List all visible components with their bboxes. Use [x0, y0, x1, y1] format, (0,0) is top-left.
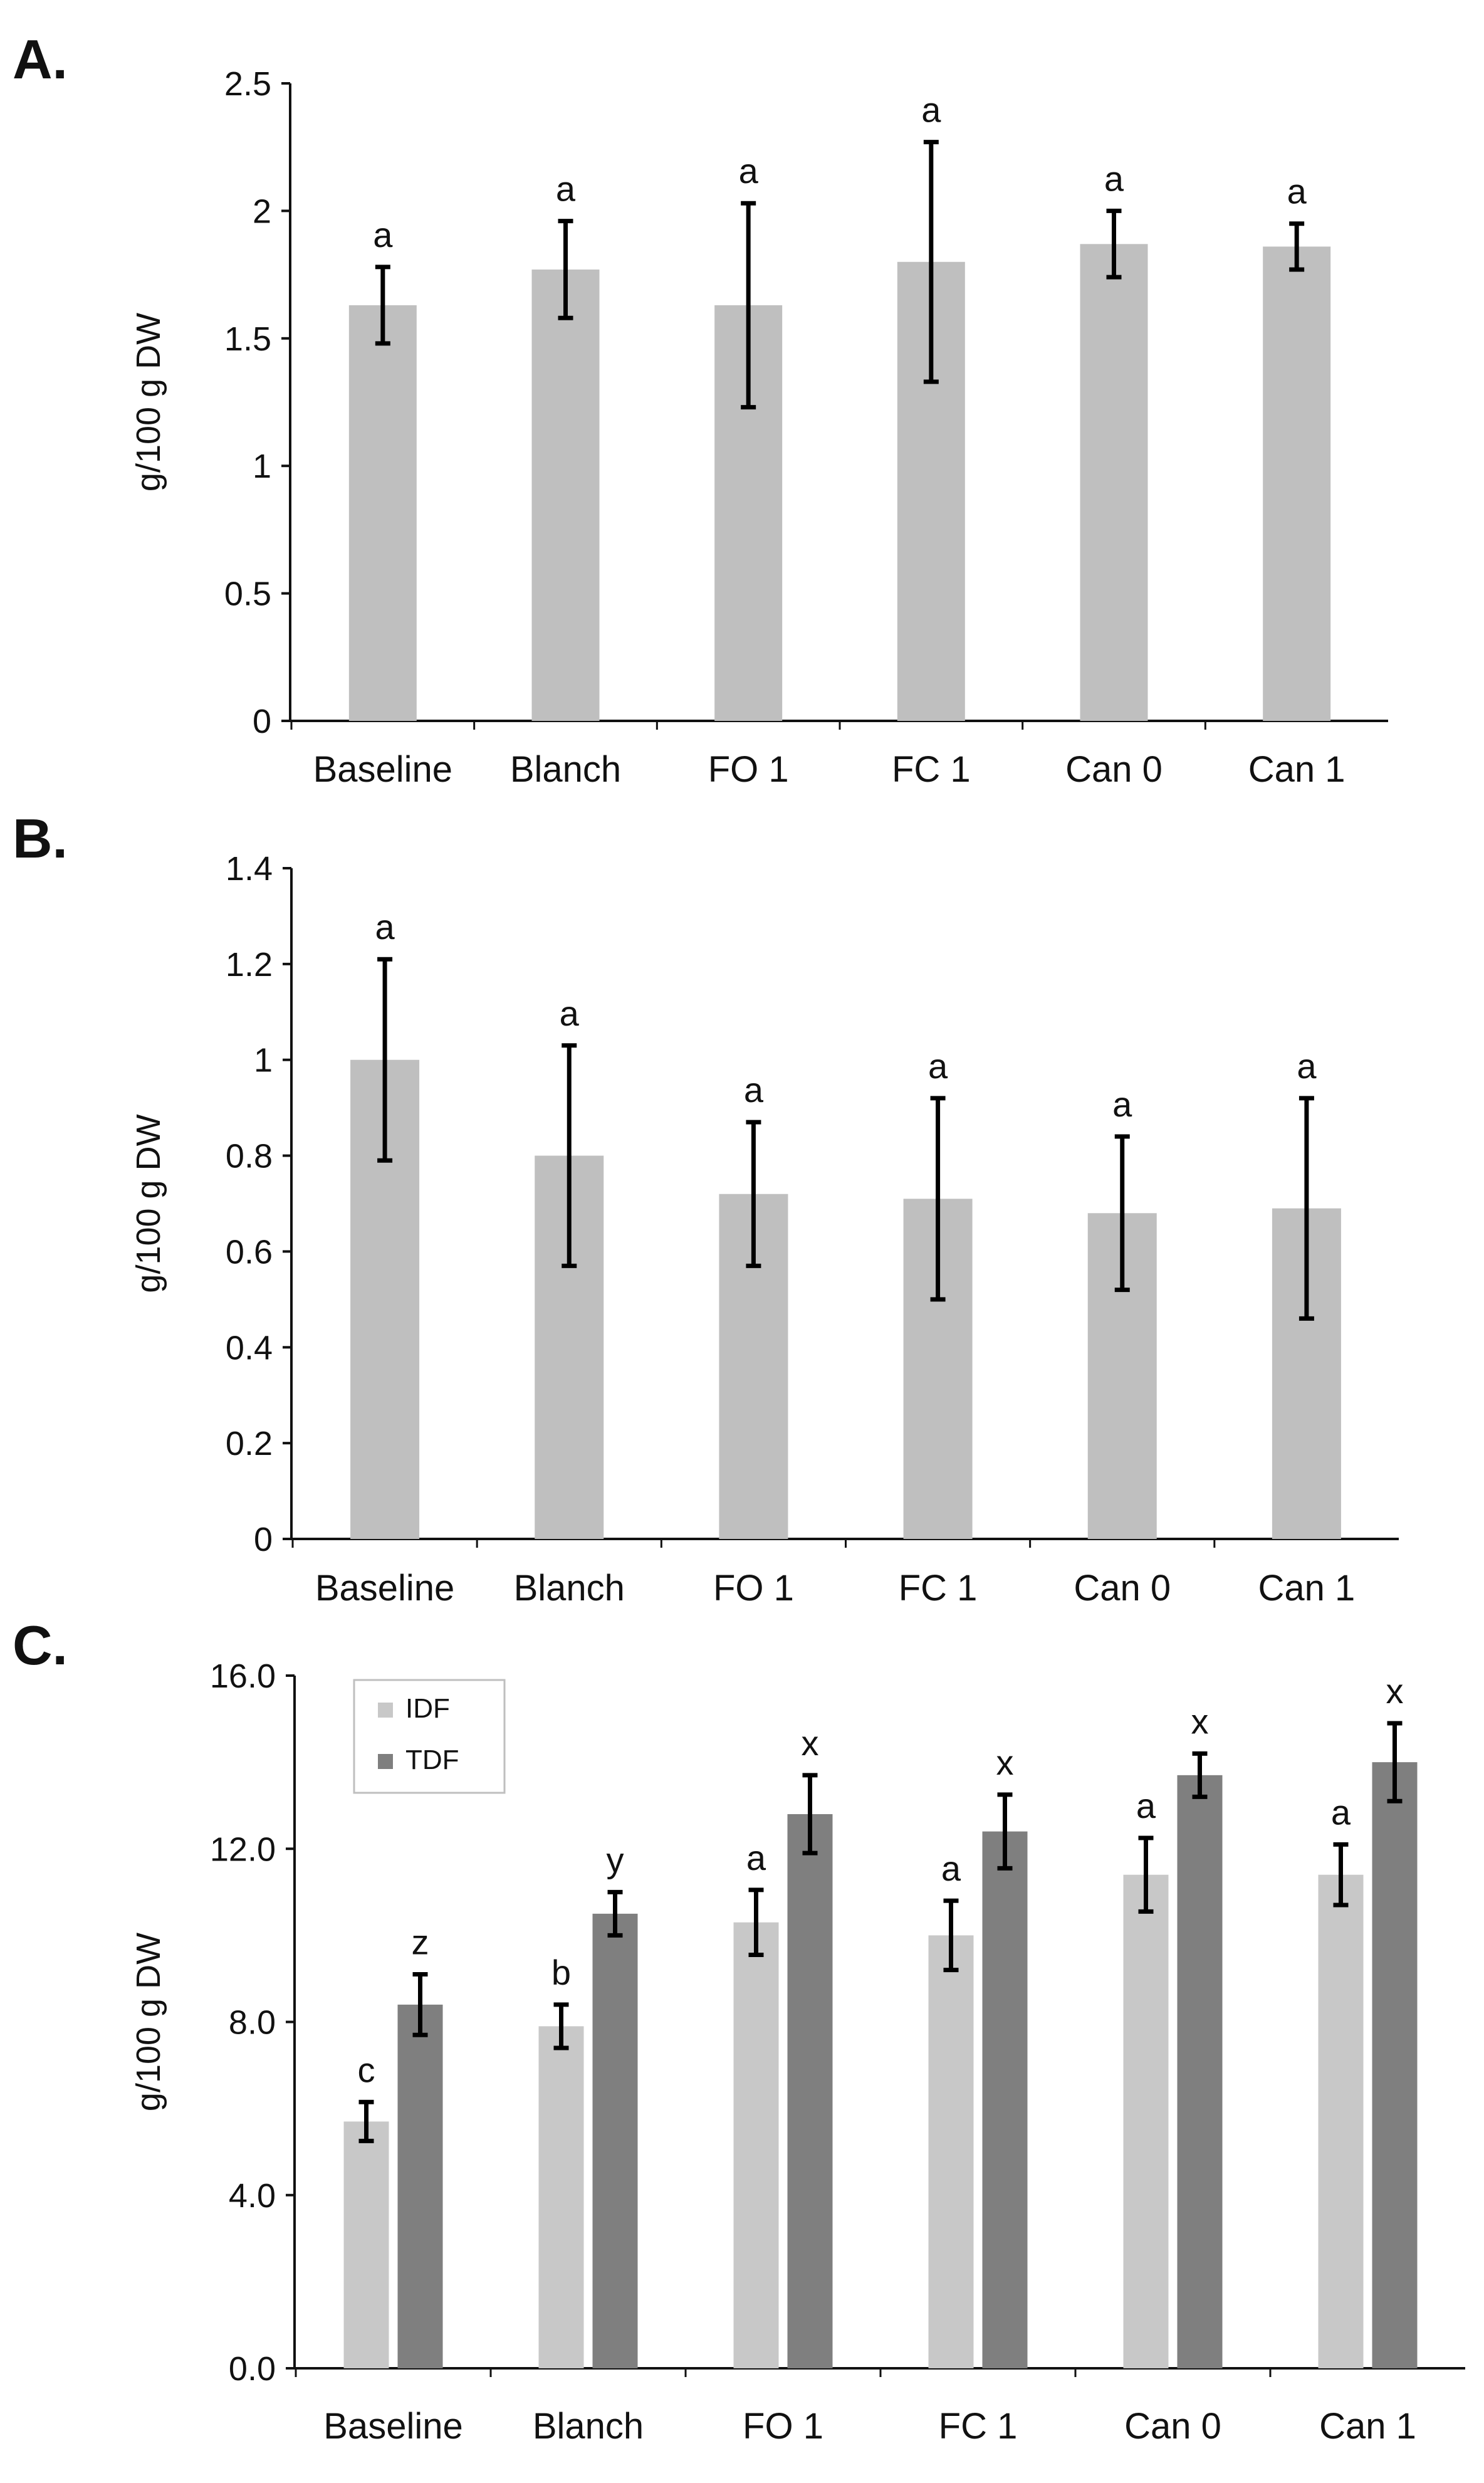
x-tick-label: Can 1	[1258, 1568, 1356, 1609]
x-tick-label: FC 1	[892, 749, 971, 790]
legend-label: TDF	[405, 1745, 459, 1775]
significance-letter: a	[1112, 1084, 1132, 1124]
significance-letter: a	[746, 1838, 766, 1877]
bar	[538, 2026, 584, 2368]
significance-letter: a	[739, 151, 759, 191]
chart-panel-b: B. g/100 g DW 0 0.2 0.4 0.6 0.8 1 1.2 1.4 Baseline…	[13, 807, 1399, 1609]
y-tick-label: 4.0	[229, 2177, 276, 2215]
y-tick-label: 1.5	[224, 320, 271, 358]
significance-letter: a	[1136, 1786, 1156, 1825]
significance-letter: a	[921, 90, 941, 130]
x-tick-label: Can 0	[1065, 749, 1163, 790]
bar	[1372, 1762, 1418, 2368]
x-tick-label: Baseline	[313, 749, 452, 790]
bar	[1177, 1775, 1223, 2368]
significance-letter: a	[375, 907, 395, 947]
y-axis-label: g/100 g DW	[130, 1114, 167, 1293]
x-tick-label: Blanch	[514, 1568, 625, 1609]
x-tick-label: Can 1	[1248, 749, 1346, 790]
x-tick-label: Can 0	[1124, 2406, 1221, 2447]
bar	[733, 1922, 779, 2368]
significance-letter: a	[744, 1070, 764, 1110]
panel-letter: C.	[13, 1614, 68, 1676]
significance-letter: z	[412, 1923, 429, 1962]
y-tick-label: 1	[254, 1042, 273, 1079]
bar	[787, 1814, 833, 2368]
y-axis-label: g/100 g DW	[130, 313, 167, 491]
x-tick-label: FO 1	[708, 749, 789, 790]
significance-letter: a	[1287, 172, 1307, 211]
significance-letter: x	[996, 1743, 1014, 1782]
y-tick-label: 1	[253, 448, 271, 485]
y-tick-label: 1.2	[226, 946, 273, 984]
significance-letter: a	[1104, 159, 1124, 198]
chart-panel-c: C. g/100 g DW 0.0 4.0 8.0 12.0 16.0 Baseline c z B…	[13, 1614, 1465, 2447]
x-tick-label: FO 1	[713, 1568, 794, 1609]
significance-letter: x	[802, 1723, 819, 1763]
y-axis-label: g/100 g DW	[130, 1933, 167, 2111]
legend-swatch	[378, 1703, 393, 1718]
bar	[592, 1913, 638, 2368]
y-tick-label: 0.8	[226, 1138, 273, 1175]
y-tick-label: 0.0	[229, 2350, 276, 2388]
x-tick-label: Can 1	[1319, 2406, 1416, 2447]
y-tick-label: 0.2	[226, 1425, 273, 1462]
bar	[1263, 246, 1331, 721]
panel-letter: A.	[13, 28, 68, 90]
y-tick-label: 12.0	[210, 1830, 276, 1868]
bar	[928, 1935, 974, 2368]
x-tick-label: FC 1	[899, 1568, 978, 1609]
legend-box	[353, 1679, 506, 1794]
y-tick-label: 0.6	[226, 1233, 273, 1271]
bar	[343, 2121, 389, 2368]
chart-panel-a: A. g/100 g DW 0 0.5 1 1.5 2 2.5 Baseline a Blanch a…	[13, 28, 1388, 790]
significance-letter: a	[941, 1849, 961, 1888]
significance-letter: a	[1331, 1792, 1351, 1832]
y-tick-label: 2	[253, 192, 271, 230]
y-tick-label: 1.4	[226, 850, 273, 888]
panel-letter: B.	[13, 807, 68, 869]
x-tick-label: Baseline	[323, 2406, 462, 2447]
x-tick-label: Can 0	[1074, 1568, 1171, 1609]
y-tick-label: 16.0	[210, 1657, 276, 1695]
significance-letter: c	[358, 2050, 375, 2089]
y-tick-label: 0.5	[224, 575, 271, 613]
significance-letter: x	[1191, 1701, 1209, 1741]
significance-letter: a	[560, 994, 580, 1033]
significance-letter: a	[373, 215, 393, 255]
x-tick-label: Blanch	[533, 2406, 644, 2447]
significance-letter: b	[551, 1953, 571, 1992]
x-tick-label: FC 1	[939, 2406, 1018, 2447]
y-tick-label: 2.5	[224, 65, 271, 103]
x-tick-label: Blanch	[510, 749, 621, 790]
significance-letter: y	[607, 1840, 624, 1879]
bar	[982, 1831, 1028, 2368]
bar	[397, 2004, 443, 2368]
bar	[1080, 244, 1148, 721]
bar	[531, 269, 600, 721]
y-tick-label: 0	[254, 1521, 273, 1558]
bar	[1123, 1874, 1169, 2368]
significance-letter: x	[1386, 1671, 1404, 1711]
significance-letter: a	[556, 169, 576, 209]
significance-letter: a	[928, 1046, 948, 1086]
legend-label: IDF	[405, 1693, 450, 1724]
y-tick-label: 0.4	[226, 1329, 273, 1367]
legend-swatch	[378, 1754, 393, 1769]
bar	[348, 305, 417, 721]
y-tick-label: 0	[253, 703, 271, 740]
bar	[1318, 1874, 1364, 2368]
x-tick-label: Baseline	[315, 1568, 454, 1609]
significance-letter: a	[1297, 1046, 1317, 1086]
x-tick-label: FO 1	[743, 2406, 823, 2447]
y-tick-label: 8.0	[229, 2004, 276, 2042]
